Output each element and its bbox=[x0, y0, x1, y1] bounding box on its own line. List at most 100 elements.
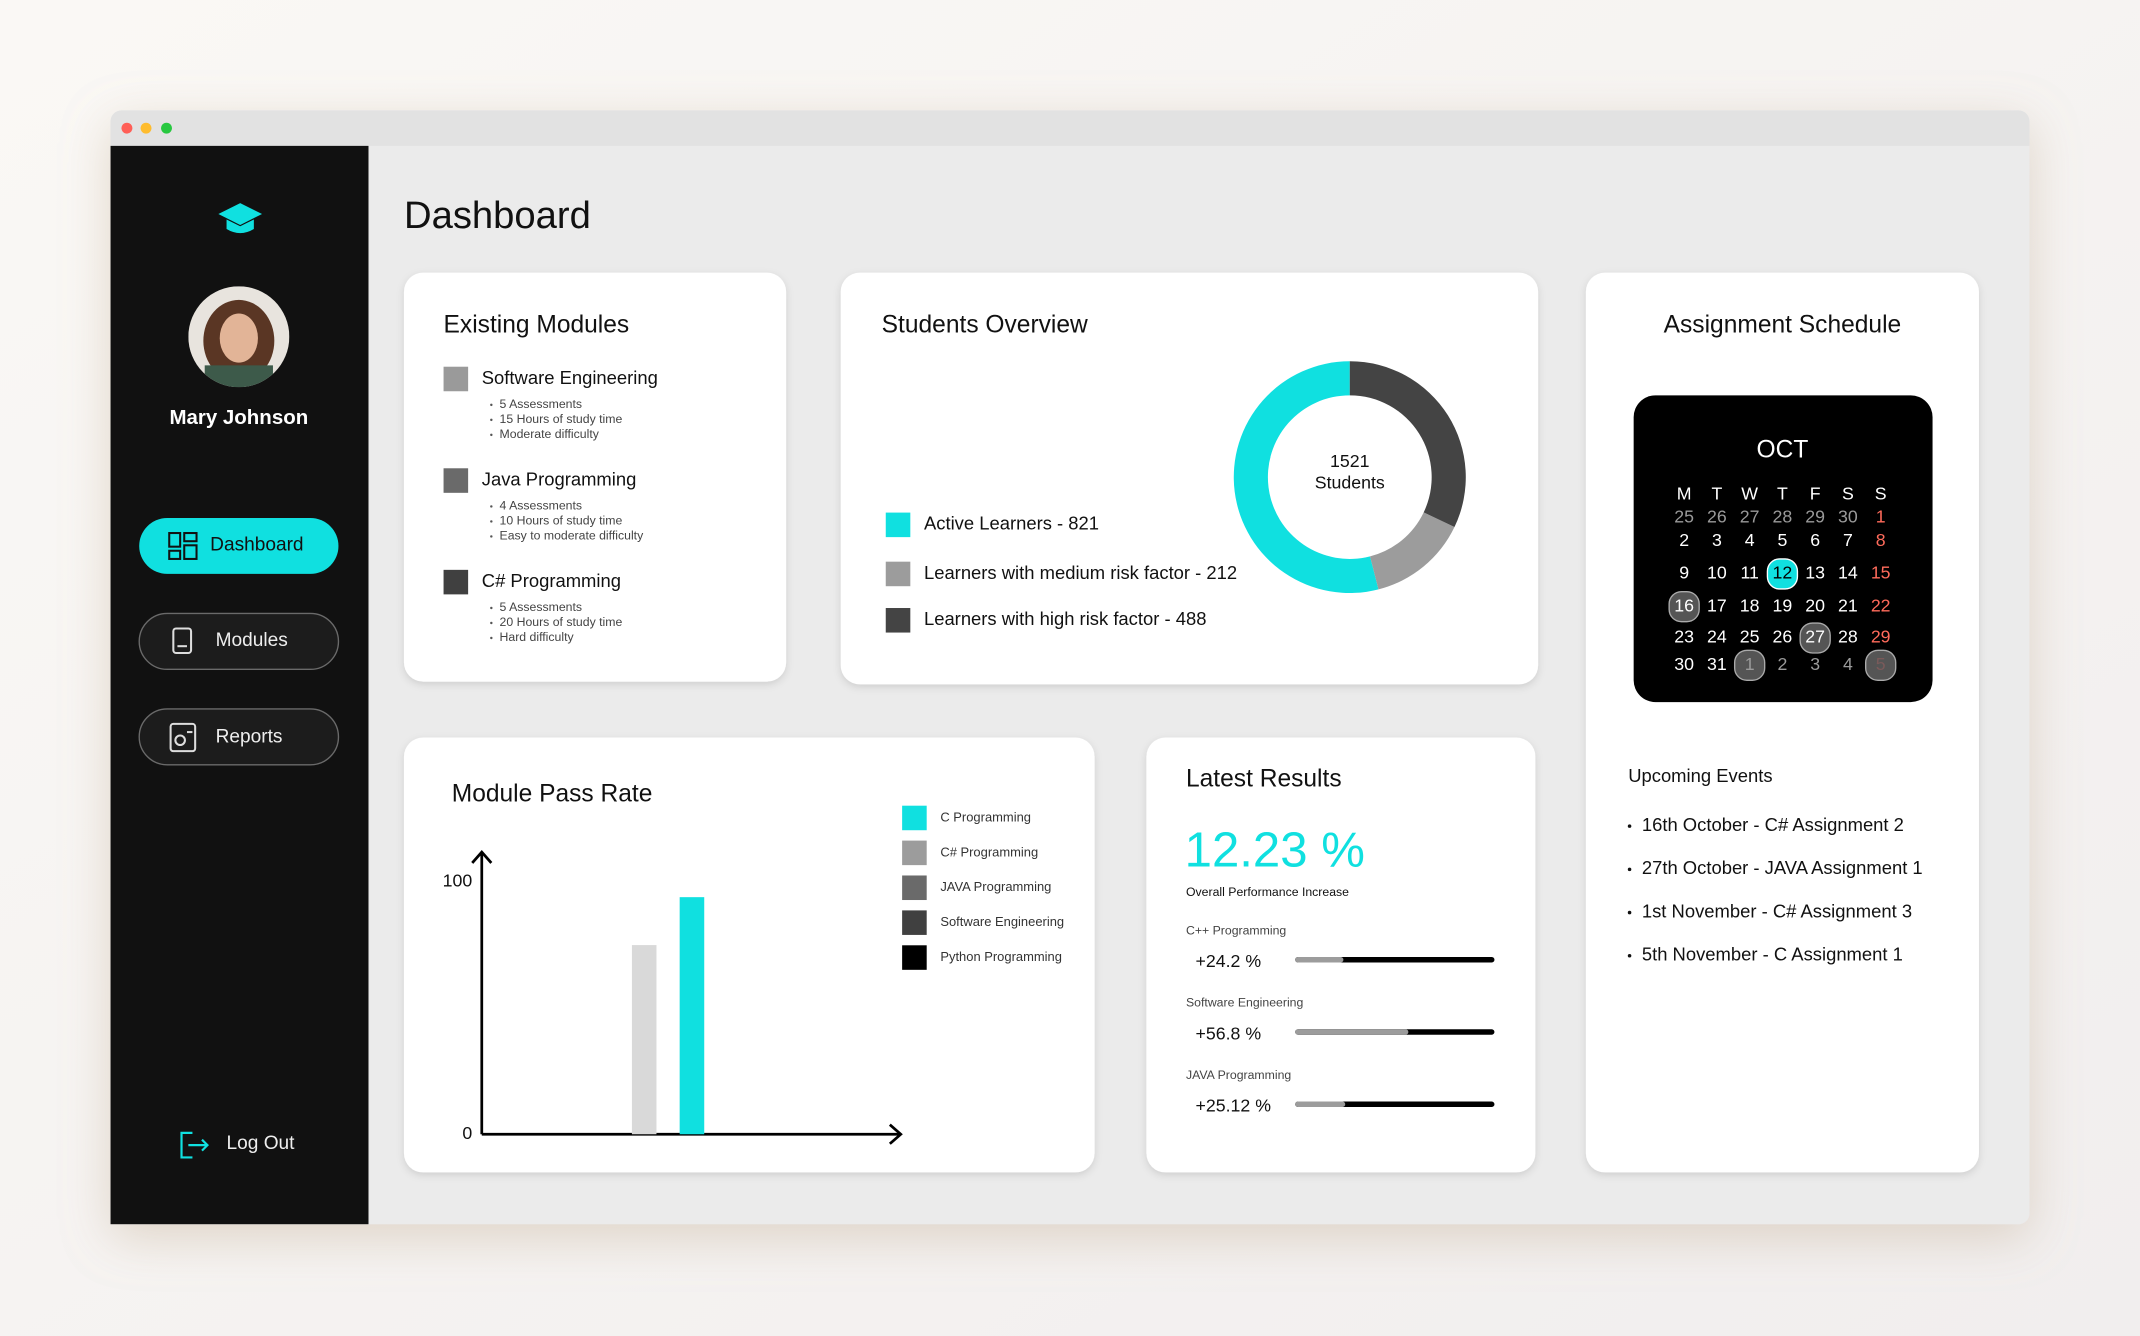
event-marker[interactable] bbox=[1864, 649, 1897, 681]
legend-swatch bbox=[902, 945, 927, 970]
module-name: C# Programming bbox=[482, 570, 621, 591]
calendar-day: 19 bbox=[1773, 595, 1793, 615]
bullet bbox=[1627, 867, 1632, 872]
module-swatch bbox=[443, 468, 469, 493]
weekday: S bbox=[1842, 484, 1854, 504]
calendar-day: 25 bbox=[1674, 507, 1694, 527]
calendar-day: 18 bbox=[1740, 595, 1760, 615]
calendar-day: 2 bbox=[1777, 654, 1787, 674]
legend-swatch bbox=[885, 608, 911, 633]
y-tick-label: 100 bbox=[443, 871, 473, 891]
calendar-day: 8 bbox=[1876, 530, 1886, 550]
card-title: Latest Results bbox=[1186, 765, 1342, 792]
minimize-button[interactable] bbox=[140, 122, 152, 134]
bullet bbox=[490, 636, 493, 640]
legend-label: Python Programming bbox=[940, 949, 1062, 964]
bullet bbox=[490, 621, 493, 625]
result-value: +24.2 % bbox=[1196, 951, 1262, 971]
progress-track bbox=[1295, 957, 1495, 963]
calendar-day: 16 bbox=[1674, 595, 1694, 615]
calendar-day: 17 bbox=[1707, 595, 1727, 615]
y-tick-label: 0 bbox=[462, 1123, 472, 1143]
events-title: Upcoming Events bbox=[1628, 765, 1772, 786]
close-button[interactable] bbox=[121, 122, 133, 134]
module-detail: 20 Hours of study time bbox=[500, 615, 623, 629]
calendar-day: 26 bbox=[1707, 507, 1727, 527]
calendar-day: 30 bbox=[1674, 654, 1694, 674]
progress-bar bbox=[1295, 1101, 1346, 1107]
bullet bbox=[1627, 954, 1632, 958]
user-name: Mary Johnson bbox=[169, 406, 308, 429]
event: 16th October - C# Assignment 2 bbox=[1642, 814, 1904, 835]
module-swatch bbox=[443, 569, 469, 595]
bullet bbox=[490, 403, 493, 407]
calendar-day: 25 bbox=[1740, 627, 1760, 647]
calendar-day: 27 bbox=[1805, 627, 1825, 647]
module-swatch bbox=[443, 366, 469, 392]
event-marker[interactable] bbox=[1799, 622, 1831, 654]
progress-track bbox=[1295, 1101, 1495, 1107]
calendar-day: 20 bbox=[1805, 595, 1825, 615]
calendar-day: 24 bbox=[1707, 627, 1727, 647]
bullet bbox=[1627, 910, 1632, 915]
calendar-day: 27 bbox=[1740, 507, 1760, 527]
calendar-day: 13 bbox=[1805, 563, 1825, 583]
calendar-day: 4 bbox=[1843, 654, 1853, 674]
calendar-day: 21 bbox=[1838, 595, 1858, 615]
module-detail: Moderate difficulty bbox=[500, 427, 600, 441]
logout-label: Log Out bbox=[227, 1133, 296, 1154]
weekday: W bbox=[1741, 484, 1758, 504]
module-detail: 5 Assessments bbox=[500, 397, 583, 411]
calendar-day: 23 bbox=[1674, 627, 1694, 647]
reports-icon bbox=[169, 722, 197, 753]
module-name: Java Programming bbox=[482, 468, 637, 489]
weekday: T bbox=[1711, 484, 1722, 504]
nav-label: Modules bbox=[216, 630, 288, 651]
card-title: Assignment Schedule bbox=[1664, 311, 1902, 338]
result-name: Software Engineering bbox=[1186, 996, 1304, 1010]
event-marker[interactable] bbox=[1668, 590, 1700, 623]
legend-swatch bbox=[902, 840, 927, 866]
headline-label: Overall Performance Increase bbox=[1186, 885, 1349, 899]
result-name: C++ Programming bbox=[1186, 923, 1286, 937]
event-marker[interactable] bbox=[1733, 649, 1766, 681]
calendar-day: 26 bbox=[1773, 627, 1793, 647]
calendar-day: 2 bbox=[1679, 530, 1689, 550]
module-detail: 5 Assessments bbox=[500, 600, 583, 614]
module-detail: Easy to moderate difficulty bbox=[500, 529, 645, 543]
card-title: Module Pass Rate bbox=[452, 780, 653, 807]
legend-label: Software Engineering bbox=[940, 914, 1064, 929]
nav-modules[interactable] bbox=[138, 612, 340, 671]
event: 1st November - C# Assignment 3 bbox=[1642, 900, 1912, 921]
logout-icon[interactable] bbox=[180, 1131, 209, 1159]
calendar-day: 4 bbox=[1745, 530, 1755, 550]
calendar-day: 3 bbox=[1712, 530, 1722, 550]
event: 27th October - JAVA Assignment 1 bbox=[1642, 857, 1923, 878]
today-marker bbox=[1766, 558, 1799, 590]
calendar-day: 29 bbox=[1805, 507, 1825, 527]
legend-label: Learners with medium risk factor - 212 bbox=[924, 562, 1237, 583]
weekday: S bbox=[1875, 484, 1887, 504]
legend-swatch bbox=[902, 910, 927, 935]
zoom-button[interactable] bbox=[161, 122, 172, 134]
logo bbox=[218, 203, 263, 234]
module-detail: Hard difficulty bbox=[500, 630, 575, 644]
bar bbox=[679, 897, 705, 1135]
dashboard-icon bbox=[168, 532, 198, 560]
legend-swatch bbox=[885, 512, 911, 538]
module-name: Software Engineering bbox=[482, 367, 658, 388]
bullet bbox=[490, 433, 493, 437]
donut-total: 1521 bbox=[1330, 451, 1369, 471]
legend-label: JAVA Programming bbox=[940, 879, 1051, 894]
calendar-day: 22 bbox=[1871, 595, 1891, 615]
calendar-day: 12 bbox=[1773, 563, 1793, 583]
calendar-day: 6 bbox=[1810, 530, 1820, 550]
calendar-day: 1 bbox=[1745, 654, 1755, 674]
calendar-day: 15 bbox=[1871, 563, 1891, 583]
calendar-month: OCT bbox=[1756, 437, 1808, 464]
legend-swatch bbox=[885, 561, 911, 587]
bullet bbox=[490, 505, 493, 508]
calendar-day: 11 bbox=[1740, 563, 1758, 583]
